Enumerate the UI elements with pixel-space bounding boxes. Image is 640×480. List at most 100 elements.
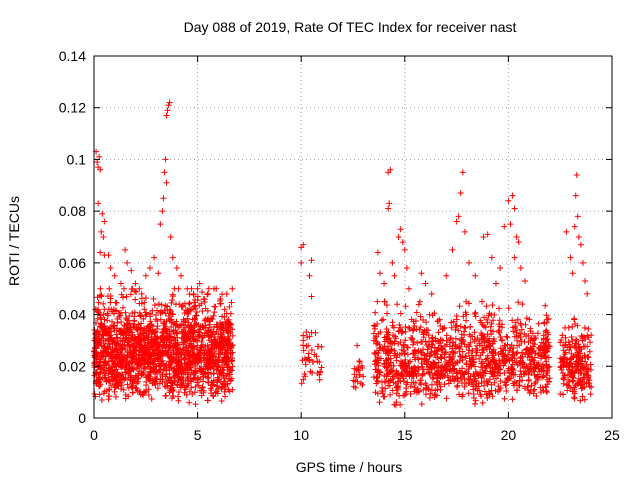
data-point xyxy=(227,329,234,336)
data-point xyxy=(422,391,429,398)
data-point xyxy=(177,346,184,353)
data-point xyxy=(114,335,121,342)
data-point xyxy=(140,316,147,323)
data-point xyxy=(536,344,543,351)
data-point xyxy=(476,355,483,362)
data-point xyxy=(387,166,394,173)
data-point xyxy=(161,307,168,314)
data-point xyxy=(144,336,151,343)
data-point xyxy=(172,327,179,334)
data-point xyxy=(374,390,381,397)
data-point xyxy=(434,375,441,382)
data-point xyxy=(216,340,223,347)
data-point xyxy=(386,382,393,389)
data-point xyxy=(457,353,464,360)
data-point xyxy=(101,343,108,350)
data-point xyxy=(194,331,201,338)
data-point xyxy=(168,299,175,306)
data-point xyxy=(413,309,420,316)
data-point xyxy=(489,393,496,400)
data-point xyxy=(159,371,166,378)
data-point xyxy=(98,396,105,403)
data-point xyxy=(173,351,180,358)
data-point xyxy=(102,359,109,366)
data-point xyxy=(99,210,106,217)
data-point xyxy=(411,354,418,361)
data-point xyxy=(580,333,587,340)
data-point xyxy=(308,347,315,354)
data-point xyxy=(447,351,454,358)
data-point xyxy=(146,353,153,360)
data-point xyxy=(124,381,131,388)
data-point xyxy=(166,389,173,396)
data-point xyxy=(532,364,539,371)
data-point xyxy=(403,265,410,272)
data-point xyxy=(461,383,468,390)
data-point xyxy=(533,392,540,399)
data-point xyxy=(433,380,440,387)
data-point xyxy=(449,345,456,352)
data-point xyxy=(534,375,541,382)
y-tick-label: 0.08 xyxy=(59,203,86,219)
data-point xyxy=(396,321,403,328)
data-point xyxy=(472,272,479,279)
data-point xyxy=(165,352,172,359)
data-point xyxy=(543,336,550,343)
data-point xyxy=(375,362,382,369)
data-point xyxy=(478,330,485,337)
data-point xyxy=(528,369,535,376)
data-point xyxy=(223,373,230,380)
data-point xyxy=(517,368,524,375)
data-point xyxy=(105,252,112,259)
data-point xyxy=(496,321,503,328)
data-point xyxy=(99,331,106,338)
data-point xyxy=(462,325,469,332)
data-point xyxy=(525,332,532,339)
data-point xyxy=(410,326,417,333)
x-tick-label: 0 xyxy=(90,427,98,443)
data-point xyxy=(587,339,594,346)
data-point xyxy=(223,349,230,356)
data-point xyxy=(478,374,485,381)
data-point xyxy=(316,359,323,366)
data-point xyxy=(530,357,537,364)
data-point xyxy=(141,335,148,342)
data-point xyxy=(188,322,195,329)
data-point xyxy=(471,376,478,383)
data-point xyxy=(175,397,182,404)
data-point xyxy=(302,361,309,368)
data-point xyxy=(582,343,589,350)
data-point xyxy=(473,352,480,359)
data-point xyxy=(115,360,122,367)
data-point xyxy=(350,383,357,390)
data-point xyxy=(577,397,584,404)
data-point xyxy=(219,291,226,298)
data-point xyxy=(154,385,161,392)
data-point xyxy=(98,353,105,360)
data-point xyxy=(403,362,410,369)
x-tick-label: 5 xyxy=(194,427,202,443)
data-point xyxy=(205,345,212,352)
data-point xyxy=(166,332,173,339)
data-point xyxy=(185,319,192,326)
data-point xyxy=(172,347,179,354)
data-point xyxy=(408,316,415,323)
data-point xyxy=(586,348,593,355)
data-point xyxy=(94,294,101,301)
data-point xyxy=(192,312,199,319)
data-point xyxy=(210,370,217,377)
data-point xyxy=(388,346,395,353)
data-point xyxy=(489,357,496,364)
data-point xyxy=(456,336,463,343)
data-point xyxy=(418,350,425,357)
data-point xyxy=(579,385,586,392)
data-point xyxy=(380,345,387,352)
data-point xyxy=(377,368,384,375)
data-point xyxy=(201,298,208,305)
data-point xyxy=(544,389,551,396)
data-point xyxy=(484,352,491,359)
data-point xyxy=(157,310,164,317)
data-point xyxy=(462,369,469,376)
data-point xyxy=(422,338,429,345)
data-point xyxy=(460,338,467,345)
